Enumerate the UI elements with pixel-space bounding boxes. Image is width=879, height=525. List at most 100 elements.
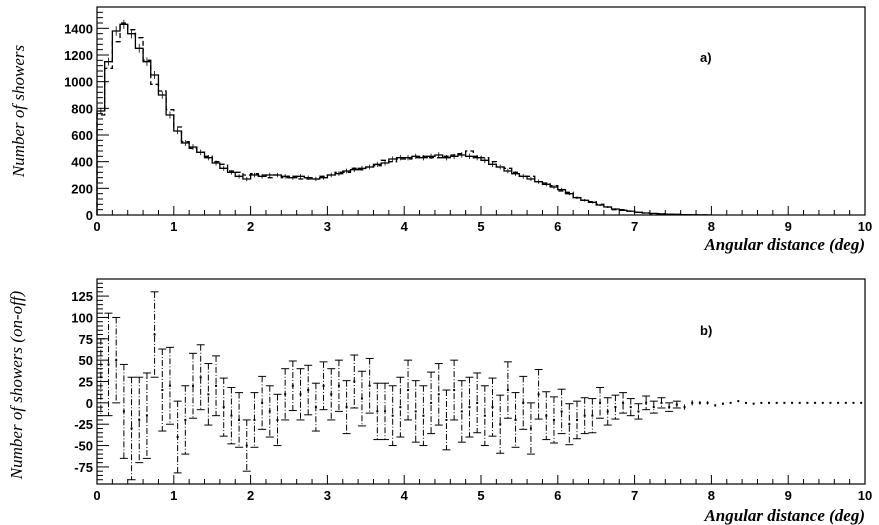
- x-tick-label: 1: [170, 488, 177, 503]
- difference-point: [537, 393, 540, 396]
- difference-point: [291, 384, 294, 387]
- difference-point: [775, 401, 778, 404]
- difference-point: [238, 418, 241, 421]
- difference-point: [491, 406, 494, 409]
- panel-a: 0 1 2 3 4 5 6 7 8 9 10 0 200 400 600 800 1000 1200 1400 Ang…: [9, 6, 872, 254]
- difference-point: [499, 423, 502, 426]
- difference-point: [353, 380, 356, 383]
- difference-point: [483, 414, 486, 417]
- x-tick-label: 6: [554, 488, 561, 503]
- difference-point: [637, 410, 640, 413]
- difference-point: [422, 414, 425, 417]
- difference-point: [476, 401, 479, 404]
- difference-point: [821, 401, 824, 404]
- difference-point: [552, 418, 555, 421]
- difference-point: [576, 418, 578, 421]
- x-tick-label: 0: [93, 488, 100, 503]
- x-axis-label: Angular distance (deg): [703, 235, 865, 254]
- histogram-dashed-line: [96, 22, 713, 216]
- difference-point: [691, 401, 694, 404]
- y-tick-label: 1400: [64, 21, 93, 36]
- y-tick-label: 125: [71, 289, 93, 304]
- difference-point: [698, 401, 701, 404]
- x-tick-label: 3: [324, 488, 331, 503]
- x-tick-label: 8: [708, 488, 715, 503]
- difference-point: [829, 401, 832, 404]
- y-axis-label: Number of showers: [9, 45, 28, 179]
- difference-point: [506, 389, 509, 392]
- y-tick-label: 100: [71, 310, 93, 325]
- difference-point: [752, 402, 755, 405]
- difference-point: [368, 384, 371, 387]
- y-tick-label: 400: [71, 155, 93, 170]
- difference-point: [330, 393, 333, 396]
- difference-point: [737, 400, 740, 403]
- difference-point: [184, 418, 187, 421]
- difference-point: [245, 444, 248, 447]
- difference-point: [768, 401, 770, 404]
- y-tick-label: -75: [74, 460, 93, 475]
- difference-point: [176, 436, 179, 439]
- difference-point: [314, 406, 317, 409]
- x-tick-label: 10: [858, 219, 872, 234]
- y-tick-label: 50: [79, 353, 93, 368]
- difference-point: [145, 414, 148, 417]
- difference-point: [337, 384, 340, 387]
- x-tick-label: 7: [631, 488, 638, 503]
- x-tick-label: 4: [401, 488, 409, 503]
- difference-point: [760, 401, 763, 404]
- difference-point: [407, 389, 410, 392]
- difference-point: [345, 406, 348, 409]
- difference-point: [583, 414, 586, 417]
- difference-point: [622, 401, 625, 404]
- panel-annotation: a): [700, 50, 712, 65]
- difference-point: [192, 384, 194, 387]
- x-axis-label: Angular distance (deg): [703, 506, 865, 525]
- y-tick-label: 25: [79, 375, 93, 390]
- difference-point: [668, 406, 671, 409]
- x-tick-label: 9: [785, 488, 792, 503]
- difference-point: [675, 403, 678, 406]
- y-tick-label: 0: [86, 208, 93, 223]
- difference-point: [253, 418, 256, 421]
- panel-annotation: b): [700, 323, 712, 338]
- y-tick-label: -25: [74, 417, 93, 432]
- plot-frame: [96, 278, 866, 485]
- difference-point: [714, 404, 717, 407]
- difference-point: [430, 401, 433, 404]
- plot-frame: [96, 6, 866, 216]
- difference-point: [599, 401, 602, 404]
- histogram-solid-line: [96, 23, 713, 216]
- difference-point: [414, 410, 417, 413]
- y-tick-label: 1200: [64, 48, 93, 63]
- difference-point: [837, 401, 840, 404]
- difference-point: [514, 418, 517, 421]
- difference-point: [299, 393, 302, 396]
- difference-point: [222, 406, 225, 409]
- difference-point: [545, 414, 548, 417]
- x-tick-label: 0: [93, 219, 100, 234]
- difference-point: [791, 401, 794, 404]
- difference-point: [560, 410, 563, 413]
- y-tick-label: 75: [79, 332, 93, 347]
- x-tick-label: 3: [324, 219, 331, 234]
- difference-point: [806, 401, 809, 404]
- difference-point: [115, 359, 118, 362]
- y-axis-label: Number of showers (on-off): [7, 290, 26, 480]
- y-tick-label: 200: [71, 181, 93, 196]
- difference-point: [99, 376, 102, 379]
- difference-point: [606, 410, 609, 413]
- difference-point: [207, 393, 210, 396]
- difference-point: [729, 401, 732, 404]
- difference-point: [199, 376, 202, 379]
- difference-point: [852, 401, 855, 404]
- difference-point: [683, 406, 686, 409]
- difference-point: [614, 406, 617, 409]
- difference-point: [122, 410, 125, 413]
- difference-point: [130, 427, 133, 430]
- y-tick-label: 800: [71, 101, 93, 116]
- x-tick-label: 5: [477, 488, 484, 503]
- difference-point: [399, 406, 402, 409]
- x-tick-label: 8: [708, 219, 715, 234]
